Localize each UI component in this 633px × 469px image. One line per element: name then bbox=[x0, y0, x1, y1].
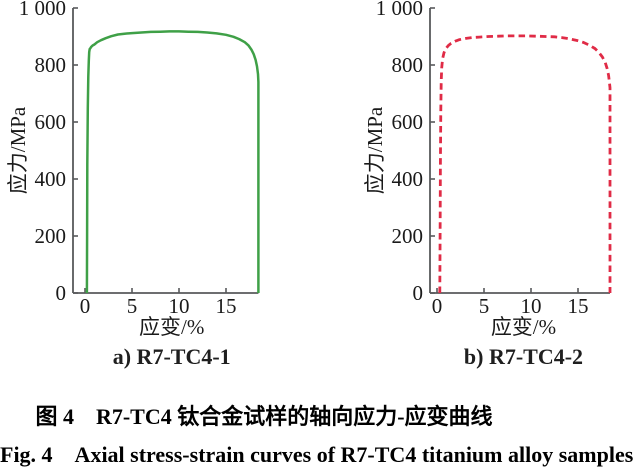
x-tick-label: 0 bbox=[432, 294, 443, 318]
chart-subtitle: b) R7-TC4-2 bbox=[464, 344, 583, 369]
chart-b-r7-tc4-2: 0 5 10 15 0 200 400 600 800 1 000 应力/MPa 应变/% b) R7-… bbox=[363, 0, 612, 369]
y-tick-label: 800 bbox=[35, 53, 67, 77]
x-axis-label: 应变/% bbox=[139, 315, 204, 339]
y-tick-label: 200 bbox=[35, 224, 67, 248]
y-tick-label: 400 bbox=[392, 167, 424, 191]
y-tick-label: 400 bbox=[35, 167, 67, 191]
chart-a-r7-tc4-1: 0 5 10 15 0 200 400 600 800 1 000 应力/MPa 应变/% a) R7-… bbox=[6, 0, 260, 369]
chart-subtitle: a) R7-TC4-1 bbox=[113, 344, 231, 369]
y-axis-label: 应力/MPa bbox=[363, 106, 387, 194]
y-tick-label: 1 000 bbox=[376, 0, 423, 20]
stress-strain-curve bbox=[438, 34, 612, 294]
figure-caption-chinese: 图 4 R7-TC4 钛合金试样的轴向应力-应变曲线 bbox=[35, 404, 493, 429]
y-tick-label: 0 bbox=[56, 281, 67, 305]
y-tick-label: 1 000 bbox=[19, 0, 66, 20]
x-tick-label: 10 bbox=[521, 294, 542, 318]
y-tick-label: 800 bbox=[392, 53, 424, 77]
figure-caption-english: Fig. 4 Axial stress-strain curves of R7-… bbox=[0, 442, 633, 467]
x-tick-label: 15 bbox=[568, 294, 589, 318]
y-axis-label: 应力/MPa bbox=[6, 106, 30, 194]
y-tick-label: 200 bbox=[392, 224, 424, 248]
x-tick-label: 0 bbox=[80, 294, 91, 318]
stress-strain-curve bbox=[85, 30, 260, 294]
x-tick-label: 10 bbox=[169, 294, 190, 318]
y-tick-label: 600 bbox=[35, 110, 67, 134]
y-tick-label: 600 bbox=[392, 110, 424, 134]
x-tick-label: 15 bbox=[216, 294, 237, 318]
y-tick-label: 0 bbox=[413, 281, 424, 305]
x-tick-label: 5 bbox=[479, 294, 490, 318]
x-axis-label: 应变/% bbox=[491, 315, 556, 339]
x-tick-label: 5 bbox=[127, 294, 138, 318]
